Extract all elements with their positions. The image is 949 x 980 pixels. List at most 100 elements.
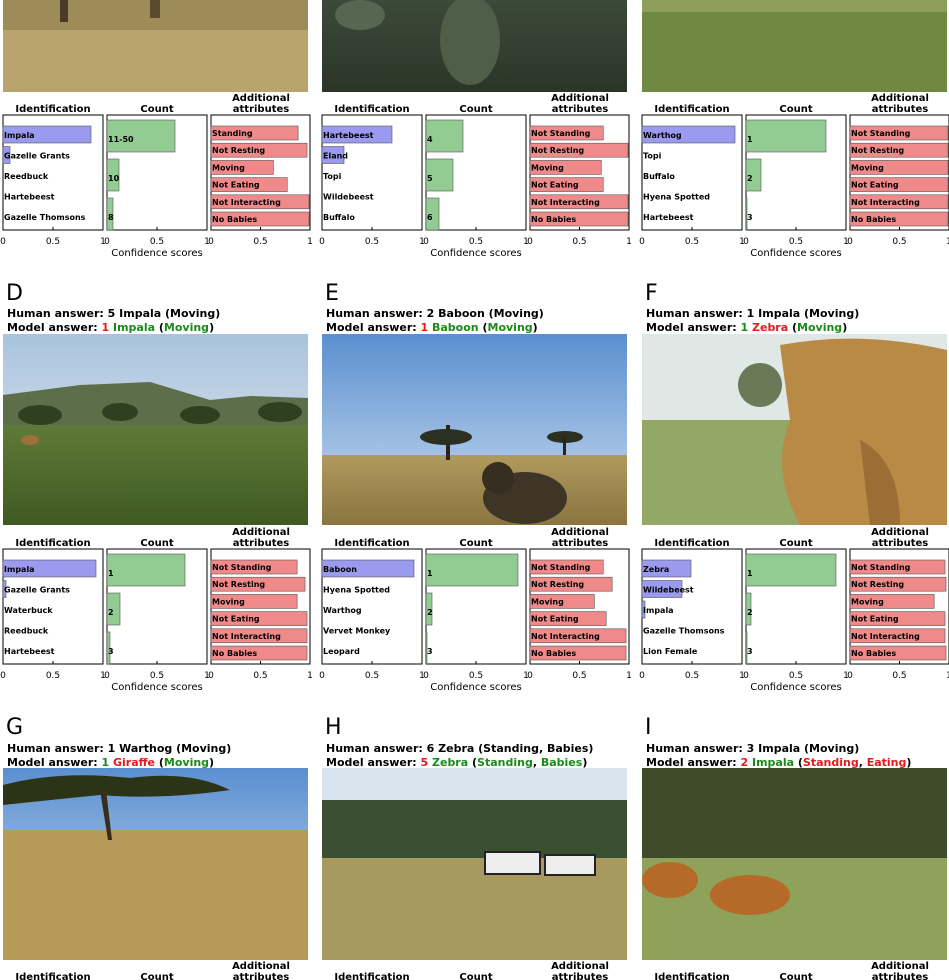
attributes-bar-label: Not Eating [531, 181, 579, 190]
identification-header: Identification [15, 104, 90, 115]
model-answer-segment: Moving [164, 756, 209, 769]
attributes-bar-label: No Babies [851, 649, 896, 658]
attributes-bar-label: Moving [851, 163, 884, 172]
count-header: Count [140, 538, 173, 549]
identification-bar [321, 559, 415, 578]
x-tick-label: 1 [843, 671, 849, 681]
identification-bar [321, 146, 345, 164]
model-answer-segment: Babies [541, 756, 583, 769]
attributes-bar-label: Moving [212, 163, 245, 172]
attributes-bar-label: Not Standing [531, 129, 591, 138]
x-tick-label: 1 [419, 237, 425, 247]
identification-bar-label: Hartebeest [4, 647, 55, 656]
attributes-bar [529, 194, 629, 210]
attributes-header-line2: attributes [552, 104, 609, 115]
count-bar [425, 119, 464, 153]
model-answer-segment: 5 [421, 756, 429, 769]
attributes-bar-label: Not Interacting [851, 632, 920, 641]
identification-bar-label: Gazelle Grants [4, 586, 70, 595]
attributes-bar [529, 611, 607, 626]
x-tick-label: 0 [423, 237, 429, 247]
identification-bar-label: Buffalo [323, 213, 355, 222]
x-tick-label: 0 [527, 237, 533, 247]
x-tick-label: 1 [204, 671, 210, 681]
x-tick-label: 0.5 [365, 237, 379, 247]
x-tick-label: 1 [739, 237, 745, 247]
model-answer: Model answer: 1 Baboon (Moving) [326, 321, 538, 334]
model-answer-segment: ) [842, 321, 847, 334]
attributes-bar-label: Moving [212, 597, 245, 606]
attributes-bar-label: Not Standing [851, 129, 911, 138]
attributes-bar-label: Not Interacting [531, 632, 600, 641]
count-bar-label: 2 [427, 608, 433, 617]
count-bar-label: 1 [747, 135, 753, 144]
attributes-bar-label: Not Eating [851, 615, 899, 624]
x-tick-label: 0.5 [572, 671, 586, 681]
x-tick-label: 0 [0, 671, 6, 681]
count-bar-label: 5 [427, 174, 433, 183]
identification-bar [2, 559, 97, 578]
x-tick-label: 1 [100, 671, 106, 681]
attributes-header-line2: attributes [872, 104, 929, 115]
attributes-bar-label: Not Standing [212, 563, 272, 572]
count-bar-label: 3 [427, 647, 433, 656]
photo-G [3, 768, 308, 960]
model-answer-prefix: Model answer: [7, 756, 102, 769]
attributes-header-line1: Additional [232, 93, 290, 104]
model-answer-prefix: Model answer: [326, 321, 421, 334]
model-answer-segment: 1 [421, 321, 429, 334]
attributes-bar [849, 559, 946, 575]
count-bar-label: 4 [427, 135, 433, 144]
attributes-header-line1: Additional [551, 93, 609, 104]
count-bar [425, 553, 519, 587]
x-tick-label: 0 [743, 671, 749, 681]
x-tick-label: 0.5 [46, 671, 60, 681]
x-tick-label: 0.5 [469, 671, 483, 681]
panel-letter: G [6, 715, 23, 740]
x-tick-label: 0.5 [789, 671, 803, 681]
x-tick-label: 0.5 [253, 671, 267, 681]
count-header: Count [779, 972, 812, 980]
x-tick-label: 0.5 [253, 237, 267, 247]
attributes-bar [529, 160, 602, 175]
identification-header: Identification [334, 538, 409, 549]
attributes-bar-label: Not Interacting [212, 632, 281, 641]
model-answer-prefix: Model answer: [646, 321, 741, 334]
attributes-header-line2: attributes [872, 538, 929, 549]
attributes-header-line1: Additional [871, 527, 929, 538]
attributes-bar-label: No Babies [212, 215, 257, 224]
attributes-bar [849, 177, 949, 192]
x-axis-label: Confidence scores [430, 682, 521, 693]
attributes-bar [529, 576, 613, 592]
identification-bar [641, 580, 683, 598]
model-answer: Model answer: 1 Giraffe (Moving) [7, 756, 214, 769]
attributes-bar [849, 160, 949, 175]
panel-annotation-g: G Human answer: 1 Warthog (Moving)Model a… [6, 715, 231, 769]
x-tick-label: 0.5 [469, 237, 483, 247]
attributes-header-line2: attributes [233, 538, 290, 549]
model-answer-segment: Moving [488, 321, 533, 334]
identification-bar-label: Impala [4, 131, 35, 140]
x-tick-label: 1 [739, 671, 745, 681]
identification-bar [321, 125, 393, 144]
identification-header: Identification [654, 972, 729, 980]
identification-bar-label: Baboon [323, 565, 357, 574]
identification-bar-label: Topi [323, 172, 342, 181]
attributes-bar [210, 628, 308, 644]
model-answer-segment: Standing [803, 756, 859, 769]
model-answer-prefix: Model answer: [7, 321, 102, 334]
identification-bar-label: Vervet Monkey [323, 627, 391, 636]
x-tick-label: 0 [319, 237, 325, 247]
x-tick-label: 1 [843, 237, 849, 247]
x-tick-label: 0.5 [365, 671, 379, 681]
model-answer: Model answer: 1 Zebra (Moving) [646, 321, 847, 334]
x-tick-label: 0.5 [46, 237, 60, 247]
attributes-bar [210, 211, 310, 227]
x-tick-label: 1 [307, 237, 313, 247]
count-bar [745, 119, 827, 153]
model-answer-segment: ) [209, 756, 214, 769]
